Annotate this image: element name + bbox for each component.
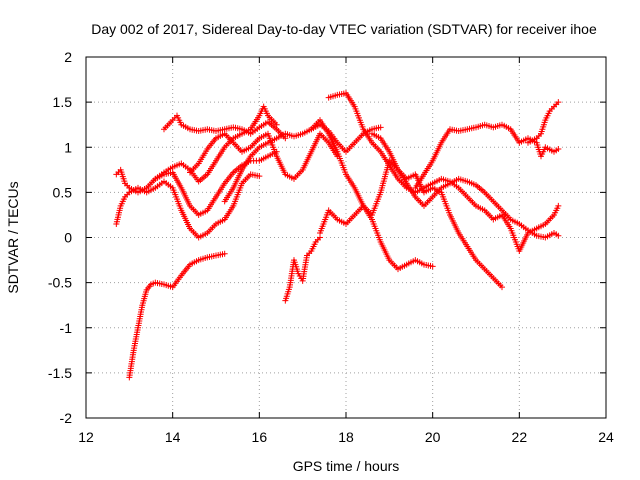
series-markers: [308, 117, 505, 291]
series-line: [128, 253, 225, 378]
series-layer: [113, 90, 562, 381]
x-tick-label: 24: [598, 429, 614, 445]
y-tick-labels: -2 -1.5 -1 -0.5 0 0.5 1 1.5 2: [48, 49, 72, 426]
series-arc-8: [282, 234, 323, 304]
x-tick-label: 22: [512, 429, 528, 445]
y-tick-label: 0.5: [53, 184, 73, 200]
y-tick-label: 2: [64, 49, 72, 65]
series-arc-1: [126, 250, 228, 381]
y-tick-label: -0.5: [48, 275, 72, 291]
series-markers: [161, 112, 289, 142]
series-arc-6: [187, 130, 341, 182]
series-arc-9: [317, 202, 436, 273]
series-markers: [369, 130, 562, 241]
series-markers: [317, 202, 436, 273]
series-arc-10: [308, 117, 505, 291]
y-tick-label: -2: [60, 410, 73, 426]
chart-title: Day 002 of 2017, Sidereal Day-to-day VTE…: [91, 21, 597, 37]
series-markers: [113, 148, 280, 218]
y-axis-label: SDTVAR / TECUs: [5, 181, 21, 293]
series-markers: [282, 234, 323, 304]
series-markers: [525, 99, 562, 146]
series-arc-5: [161, 112, 289, 142]
series-arc-4: [152, 103, 280, 185]
x-tick-labels: 12 14 16 18 20 22 24: [78, 429, 614, 445]
y-tick-label: -1.5: [48, 365, 72, 381]
x-axis-label: GPS time / hours: [293, 458, 400, 474]
series-arc-14: [525, 99, 562, 146]
x-tick-label: 18: [338, 429, 354, 445]
x-tick-label: 16: [252, 429, 268, 445]
x-tick-label: 12: [78, 429, 94, 445]
x-tick-label: 14: [165, 429, 181, 445]
series-markers: [126, 250, 228, 381]
axis-ticks: [85, 56, 607, 419]
series-markers: [187, 130, 341, 182]
series-line: [371, 133, 559, 239]
series-arc-12: [369, 130, 562, 241]
y-tick-label: -1: [60, 320, 73, 336]
y-tick-label: 0: [64, 230, 72, 246]
y-tick-label: 1: [64, 139, 72, 155]
series-arc-3: [113, 148, 280, 218]
y-tick-label: 1.5: [53, 94, 73, 110]
x-tick-label: 20: [425, 429, 441, 445]
